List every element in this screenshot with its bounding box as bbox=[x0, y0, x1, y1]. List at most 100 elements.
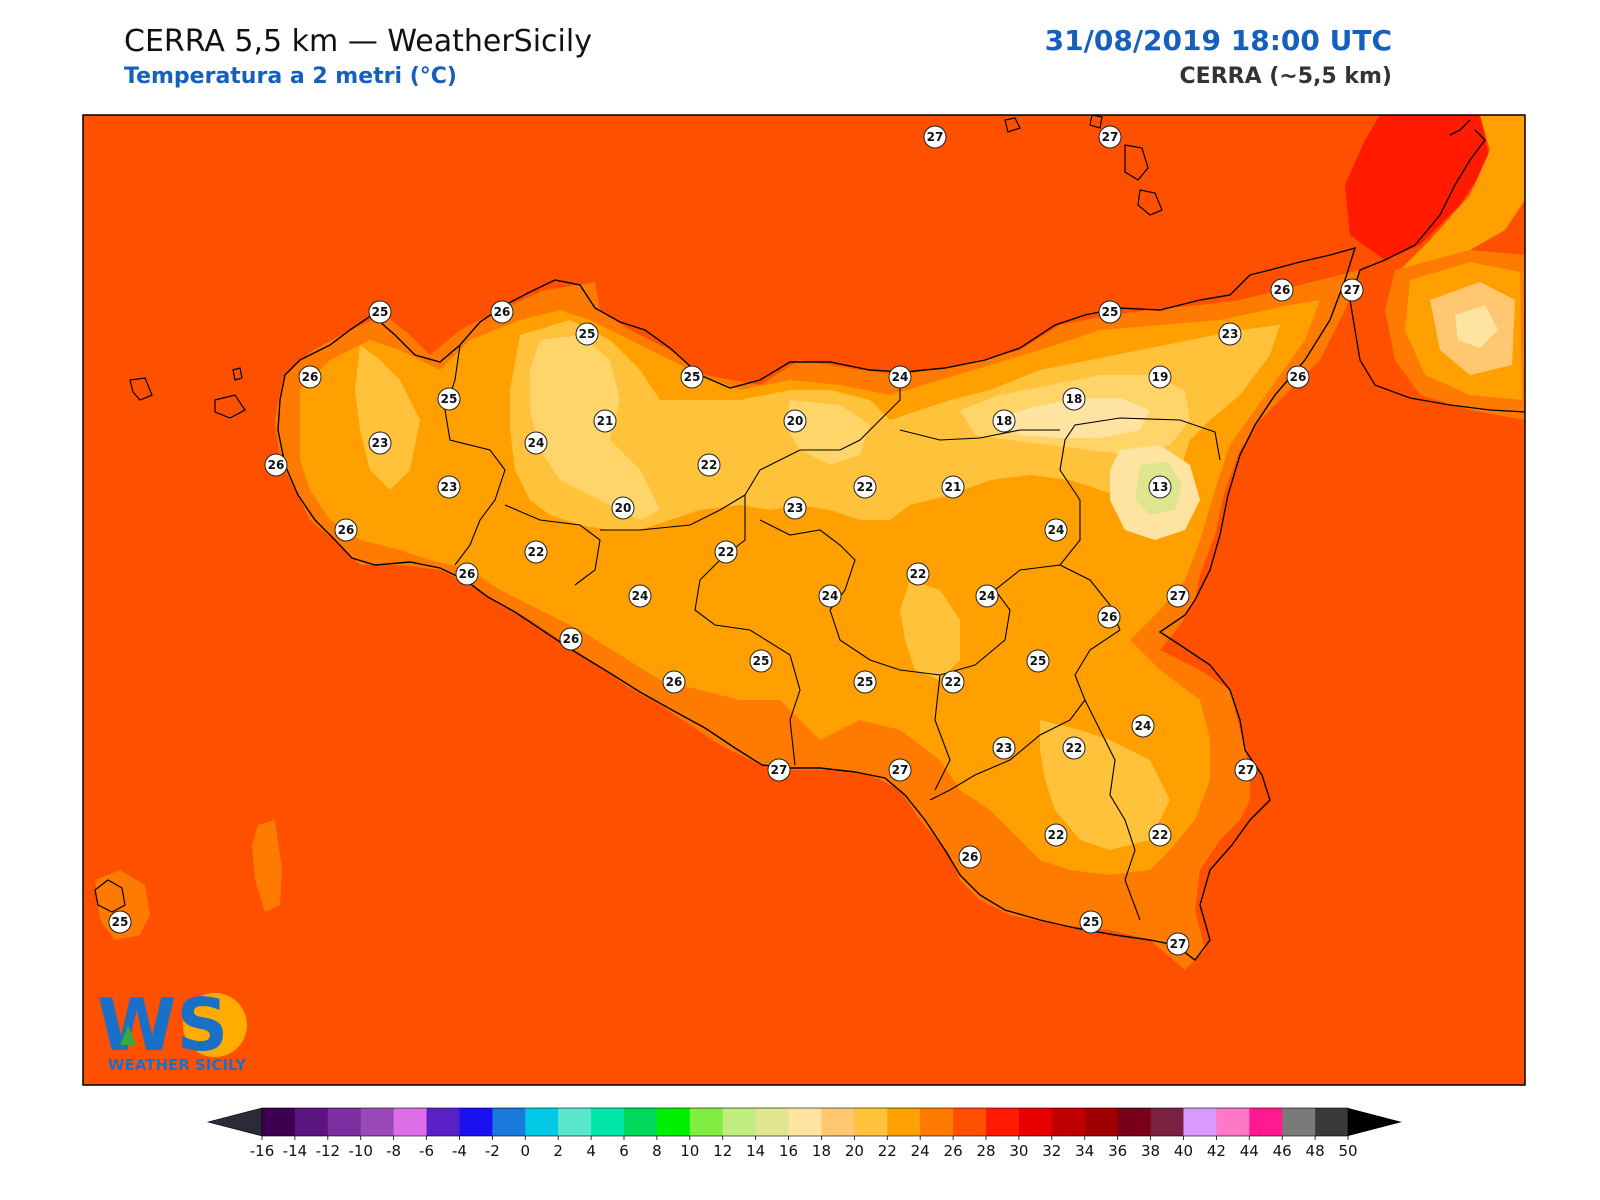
station-marker: 22 bbox=[906, 562, 930, 586]
station-circle bbox=[853, 475, 877, 499]
station-circle bbox=[437, 475, 461, 499]
station-circle bbox=[888, 758, 912, 782]
station-marker: 22 bbox=[524, 540, 548, 564]
station-circle bbox=[524, 540, 548, 564]
station-circle bbox=[334, 518, 358, 542]
colorbar-swatch bbox=[558, 1108, 592, 1136]
colorbar-tick-label: 14 bbox=[746, 1142, 765, 1160]
station-circle bbox=[1286, 365, 1310, 389]
colorbar-swatch bbox=[1315, 1108, 1349, 1136]
colorbar-tick-label: -16 bbox=[250, 1142, 275, 1160]
station-circle bbox=[1098, 300, 1122, 324]
station-circle bbox=[593, 409, 617, 433]
station-circle bbox=[1148, 365, 1172, 389]
station-marker: 26 bbox=[455, 562, 479, 586]
colorbar-swatch bbox=[1018, 1108, 1053, 1136]
station-value: 18 bbox=[996, 414, 1013, 428]
station-circle bbox=[1340, 278, 1364, 302]
map-field bbox=[83, 115, 1525, 1085]
station-marker: 25 bbox=[108, 910, 132, 934]
colorbar-swatch bbox=[393, 1108, 428, 1136]
station-value: 25 bbox=[112, 915, 129, 929]
station-marker: 25 bbox=[368, 300, 392, 324]
station-circle bbox=[1218, 322, 1242, 346]
station-circle bbox=[611, 496, 635, 520]
station-value: 19 bbox=[1152, 370, 1169, 384]
station-value: 23 bbox=[441, 480, 458, 494]
colorbar-swatch bbox=[1051, 1108, 1086, 1136]
station-marker: 24 bbox=[975, 584, 999, 608]
station-value: 21 bbox=[945, 480, 962, 494]
station-marker: 21 bbox=[941, 475, 965, 499]
model-label: CERRA (~5,5 km) bbox=[1179, 64, 1392, 89]
station-value: 24 bbox=[528, 436, 545, 450]
station-value: 22 bbox=[1152, 828, 1169, 842]
station-circle bbox=[923, 125, 947, 149]
station-marker: 24 bbox=[628, 584, 652, 608]
station-circle bbox=[714, 540, 738, 564]
colorbar-swatch bbox=[854, 1108, 888, 1136]
station-value: 22 bbox=[701, 458, 718, 472]
colorbar-swatch bbox=[459, 1108, 493, 1136]
colorbar-tick-label: 32 bbox=[1042, 1142, 1061, 1160]
station-marker: 20 bbox=[611, 496, 635, 520]
station-circle bbox=[783, 409, 807, 433]
colorbar-swatch bbox=[689, 1108, 724, 1136]
colorbar-swatch bbox=[327, 1108, 362, 1136]
station-value: 25 bbox=[684, 370, 701, 384]
station-value: 21 bbox=[597, 414, 614, 428]
colorbar-swatch bbox=[525, 1108, 559, 1136]
station-circle bbox=[662, 670, 686, 694]
station-marker: 26 bbox=[1270, 278, 1294, 302]
land-band-18 bbox=[990, 398, 1150, 438]
station-marker: 26 bbox=[958, 845, 982, 869]
station-value: 27 bbox=[771, 763, 788, 777]
station-marker: 23 bbox=[992, 736, 1016, 760]
colorbar-tick-label: 24 bbox=[911, 1142, 930, 1160]
colorbar-tick-label: -12 bbox=[316, 1142, 341, 1160]
station-value: 26 bbox=[666, 675, 683, 689]
colorbar-swatch bbox=[755, 1108, 790, 1136]
station-marker: 27 bbox=[1166, 584, 1190, 608]
station-circle bbox=[490, 300, 514, 324]
land-band-22-center bbox=[900, 580, 960, 680]
station-value: 24 bbox=[1135, 719, 1152, 733]
map-frame bbox=[82, 114, 1526, 1086]
station-value: 25 bbox=[1030, 654, 1047, 668]
station-value: 20 bbox=[615, 501, 632, 515]
station-marker: 26 bbox=[334, 518, 358, 542]
station-value: 25 bbox=[441, 392, 458, 406]
station-circle bbox=[1044, 823, 1068, 847]
station-value: 26 bbox=[1101, 610, 1118, 624]
logo-name: WEATHER SICILY bbox=[108, 1056, 247, 1074]
station-circle bbox=[559, 627, 583, 651]
map-title: CERRA 5,5 km — WeatherSicily bbox=[124, 24, 592, 59]
station-value: 26 bbox=[1290, 370, 1307, 384]
station-marker: 25 bbox=[1079, 910, 1103, 934]
colorbar-tick-label: -10 bbox=[348, 1142, 373, 1160]
land-band-22 bbox=[355, 345, 420, 490]
station-marker: 21 bbox=[593, 409, 617, 433]
station-circle bbox=[1234, 758, 1258, 782]
station-marker: 25 bbox=[1098, 300, 1122, 324]
colorbar-swatch bbox=[986, 1108, 1020, 1136]
station-marker: 24 bbox=[888, 365, 912, 389]
colorbar-swatch bbox=[262, 1108, 296, 1136]
colorbar-frame bbox=[261, 1107, 1349, 1137]
station-circle bbox=[992, 409, 1016, 433]
station-marker: 22 bbox=[1148, 823, 1172, 847]
colorbar-tick-label: 18 bbox=[812, 1142, 831, 1160]
colorbar-tick-label: 34 bbox=[1075, 1142, 1094, 1160]
station-marker: 27 bbox=[1340, 278, 1364, 302]
station-marker: 27 bbox=[923, 125, 947, 149]
colorbar-tick-label: 42 bbox=[1207, 1142, 1226, 1160]
station-marker: 23 bbox=[437, 475, 461, 499]
colorbar-tick-label: 28 bbox=[976, 1142, 995, 1160]
station-value: 23 bbox=[1222, 327, 1239, 341]
colorbar-tick-label: -2 bbox=[485, 1142, 500, 1160]
station-circle bbox=[697, 453, 721, 477]
station-value: 26 bbox=[459, 567, 476, 581]
station-value: 24 bbox=[892, 370, 909, 384]
station-marker: 22 bbox=[941, 670, 965, 694]
